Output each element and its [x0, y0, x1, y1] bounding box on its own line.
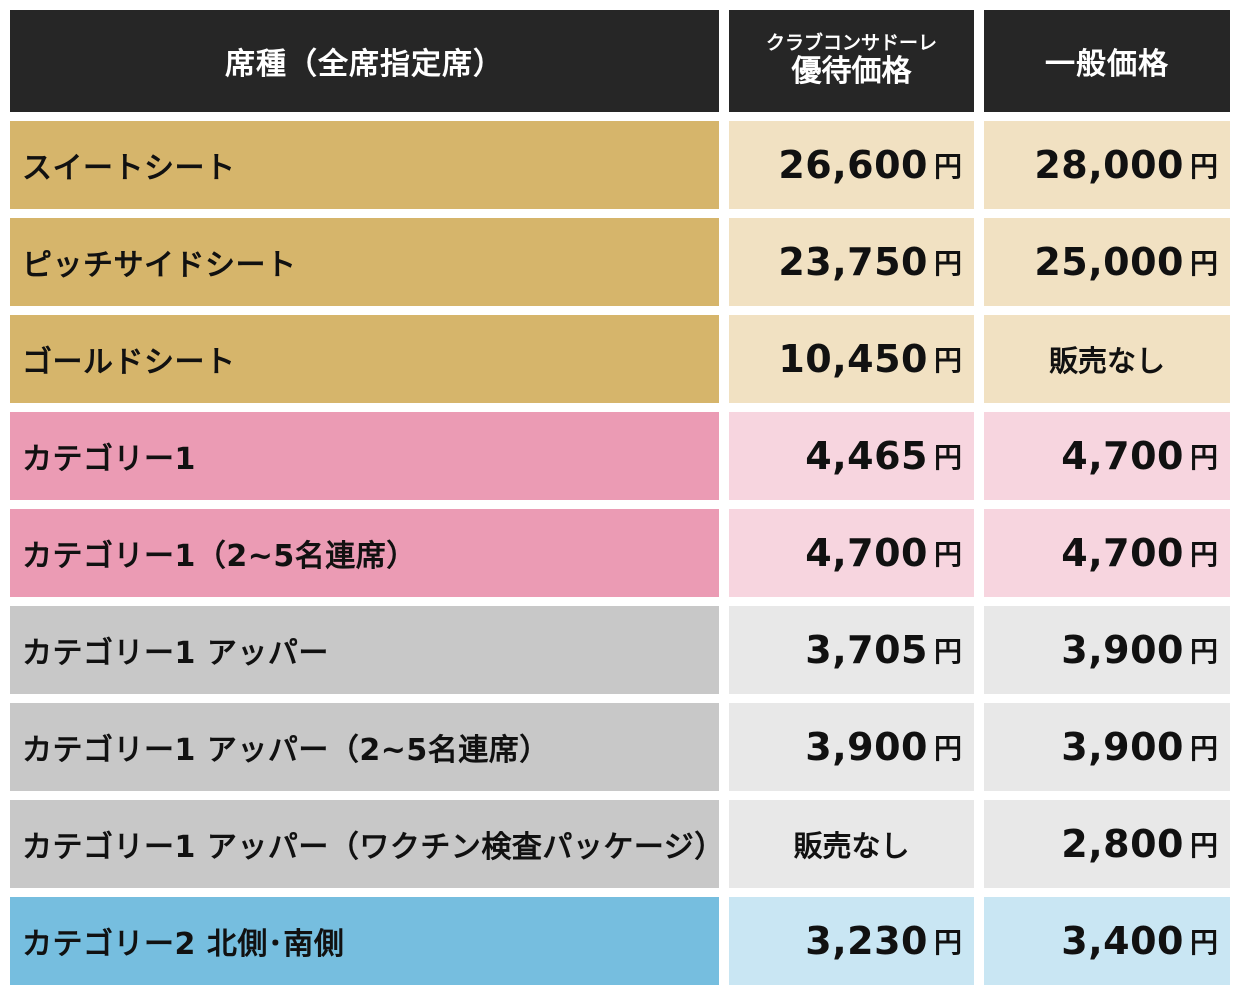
member-price-value: 10,450	[778, 337, 928, 381]
yen-unit: 円	[933, 344, 962, 377]
member-price-cell: 10,450 円	[729, 315, 974, 403]
yen-unit: 円	[1189, 247, 1218, 280]
yen-unit: 円	[1189, 829, 1218, 862]
header-member-main-label: 優待価格	[791, 54, 912, 89]
seat-type-cell: カテゴリー1 アッパー（ワクチン検査パッケージ）	[10, 800, 719, 888]
member-price-value: 23,750	[778, 240, 928, 284]
seat-type-cell: ゴールドシート	[10, 315, 719, 403]
general-price-cell: 25,000 円	[984, 218, 1230, 306]
seat-type-cell: カテゴリー1（2~5名連席）	[10, 509, 719, 597]
general-price-value: 4,700	[1061, 531, 1184, 575]
general-price-cell: 2,800 円	[984, 800, 1230, 888]
yen-unit: 円	[1189, 926, 1218, 959]
seat-type-cell: カテゴリー2 北側･南側	[10, 897, 719, 985]
member-price-value: 3,900	[805, 725, 928, 769]
header-seat-type: 席種（全席指定席）	[10, 10, 719, 112]
member-price-value: 3,230	[805, 919, 928, 963]
seat-type-cell: ピッチサイドシート	[10, 218, 719, 306]
seat-type-cell: スイートシート	[10, 121, 719, 209]
header-general-price: 一般価格	[984, 10, 1230, 112]
general-price-cell: 28,000 円	[984, 121, 1230, 209]
header-member-price: クラブコンサドーレ 優待価格	[729, 10, 974, 112]
member-price-cell: 4,465 円	[729, 412, 974, 500]
seat-type-cell: カテゴリー1 アッパー	[10, 606, 719, 694]
member-price-cell: 23,750 円	[729, 218, 974, 306]
header-seat-type-label: 席種（全席指定席）	[225, 47, 504, 82]
member-price-value: 4,465	[805, 434, 928, 478]
member-price-value: 26,600	[778, 143, 928, 187]
yen-unit: 円	[1189, 150, 1218, 183]
general-price-value: 3,400	[1061, 919, 1184, 963]
general-price-value: 25,000	[1034, 240, 1184, 284]
yen-unit: 円	[1189, 441, 1218, 474]
general-price-value: 2,800	[1061, 822, 1184, 866]
general-price-cell: 販売なし	[984, 315, 1230, 403]
general-price-value: 3,900	[1061, 628, 1184, 672]
price-table: 席種（全席指定席） クラブコンサドーレ 優待価格 一般価格 スイートシート 26,…	[10, 10, 1230, 985]
general-price-cell: 3,900 円	[984, 703, 1230, 791]
member-price-cell: 3,705 円	[729, 606, 974, 694]
member-price-cell: 3,900 円	[729, 703, 974, 791]
yen-unit: 円	[1189, 732, 1218, 765]
general-price-cell: 4,700 円	[984, 509, 1230, 597]
member-price-value: 3,705	[805, 628, 928, 672]
seat-type-cell: カテゴリー1	[10, 412, 719, 500]
general-price-value: 4,700	[1061, 434, 1184, 478]
yen-unit: 円	[933, 538, 962, 571]
member-price-value: 4,700	[805, 531, 928, 575]
yen-unit: 円	[1189, 635, 1218, 668]
yen-unit: 円	[933, 635, 962, 668]
header-member-sub-label: クラブコンサドーレ	[765, 32, 937, 54]
member-price-cell: 3,230 円	[729, 897, 974, 985]
member-price-cell: 販売なし	[729, 800, 974, 888]
yen-unit: 円	[933, 926, 962, 959]
header-general-label: 一般価格	[1045, 47, 1169, 82]
general-price-cell: 4,700 円	[984, 412, 1230, 500]
yen-unit: 円	[933, 247, 962, 280]
yen-unit: 円	[933, 441, 962, 474]
yen-unit: 円	[933, 150, 962, 183]
yen-unit: 円	[1189, 538, 1218, 571]
member-price-cell: 26,600 円	[729, 121, 974, 209]
seat-type-cell: カテゴリー1 アッパー（2~5名連席）	[10, 703, 719, 791]
general-price-cell: 3,400 円	[984, 897, 1230, 985]
general-price-cell: 3,900 円	[984, 606, 1230, 694]
yen-unit: 円	[933, 732, 962, 765]
general-price-value: 28,000	[1034, 143, 1184, 187]
general-price-value: 3,900	[1061, 725, 1184, 769]
member-price-cell: 4,700 円	[729, 509, 974, 597]
